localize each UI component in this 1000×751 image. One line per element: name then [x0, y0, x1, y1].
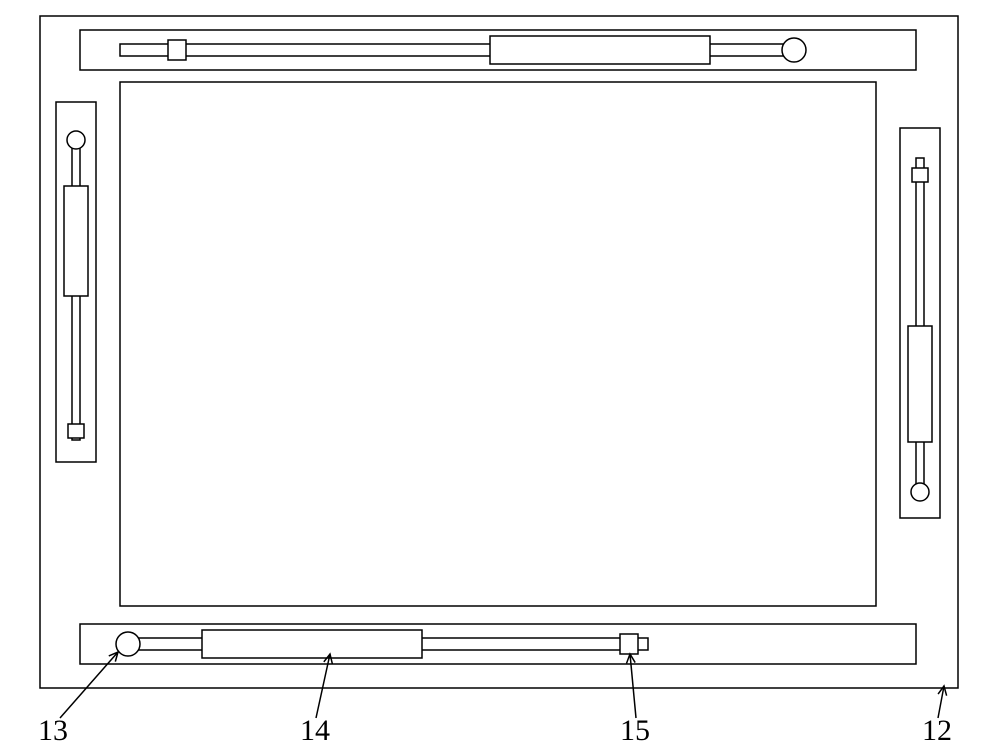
actuator-left-body — [64, 186, 88, 296]
actuator-bottom-endcap — [620, 634, 638, 654]
actuator-left-knob — [67, 131, 85, 149]
actuator-top-endcap — [168, 40, 186, 60]
label-12: 12 — [922, 714, 952, 747]
actuator-bottom-knob — [116, 632, 140, 656]
label-13: 13 — [38, 714, 68, 747]
actuator-right-endcap — [912, 168, 928, 182]
label-14: 14 — [300, 714, 330, 747]
label-15: 15 — [620, 714, 650, 747]
actuator-right-body — [908, 326, 932, 442]
actuator-left-endcap — [68, 424, 84, 438]
actuator-top-body — [490, 36, 710, 64]
actuator-top-knob — [782, 38, 806, 62]
actuator-right-knob — [911, 483, 929, 501]
actuator-bottom-body — [202, 630, 422, 658]
inner-frame — [120, 82, 876, 606]
